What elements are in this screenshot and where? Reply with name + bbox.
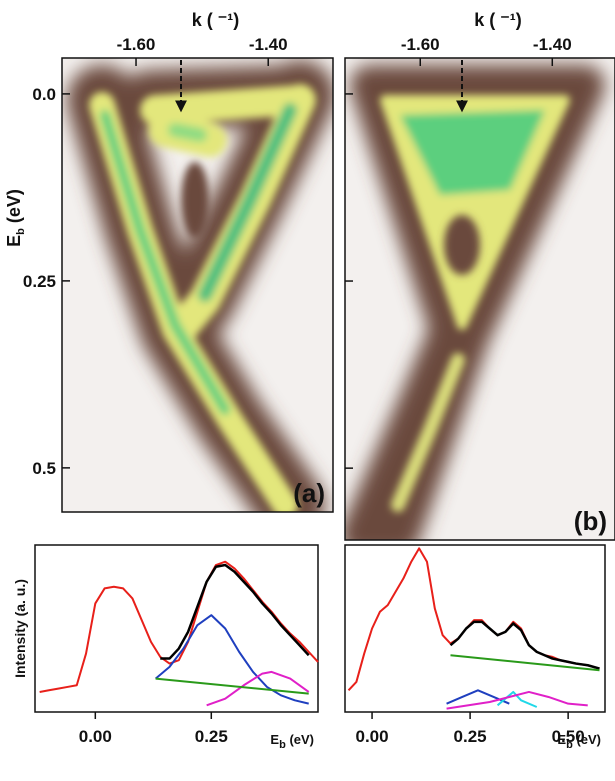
x-tick-label: -1.60 [401, 35, 440, 54]
y-tick-label: 0.5 [32, 459, 56, 478]
x-tick-label: 0.50 [552, 727, 585, 746]
axis-label-main: E [557, 732, 566, 747]
series-line [450, 654, 600, 672]
series-line [347, 547, 600, 691]
arpes-map-b [345, 58, 615, 540]
axis-label-sub: b [566, 739, 573, 751]
arpes-map-a [62, 58, 333, 512]
axis-label-unit: (eV) [286, 732, 314, 747]
axis-label: Eb (eV) [557, 732, 601, 751]
x-axis-label: k ( ⁻¹) [192, 10, 240, 30]
series-line [446, 690, 588, 710]
series-line [39, 560, 319, 693]
series-line [206, 670, 310, 707]
axis-label-sub: b [15, 228, 27, 235]
series-line [155, 677, 309, 695]
y-axis-label: Intensity (a. u.) [12, 579, 28, 678]
x-axis-label: k ( ⁻¹) [474, 10, 522, 30]
axis-label-sub: b [279, 739, 286, 751]
axis-label-unit: (eV) [4, 189, 24, 228]
series-line [496, 690, 538, 708]
x-tick-label: 0.25 [454, 727, 487, 746]
frame [34, 544, 319, 713]
axis-label-unit: (eV) [573, 732, 601, 747]
series-line [154, 614, 309, 705]
frame [61, 57, 334, 513]
series-line [160, 563, 310, 660]
x-tick-label: 0.00 [356, 727, 389, 746]
axis-label-main: E [4, 235, 24, 247]
x-tick-label: -1.40 [533, 35, 572, 54]
series-line [449, 620, 600, 670]
series-line [446, 689, 510, 705]
panel-label: (a) [293, 478, 325, 508]
axis-label: Eb (eV) [4, 189, 27, 247]
x-tick-label: 0.25 [195, 727, 228, 746]
frame [344, 544, 606, 713]
frame [344, 57, 615, 541]
x-tick-label: -1.40 [249, 35, 288, 54]
axis-label-main: E [270, 732, 279, 747]
panel-label: (b) [574, 506, 607, 536]
y-tick-label: 0.25 [23, 272, 56, 291]
y-tick-label: 0.0 [32, 85, 56, 104]
x-tick-label: -1.60 [117, 35, 156, 54]
x-tick-label: 0.00 [79, 727, 112, 746]
axis-label: Eb (eV) [270, 732, 314, 751]
